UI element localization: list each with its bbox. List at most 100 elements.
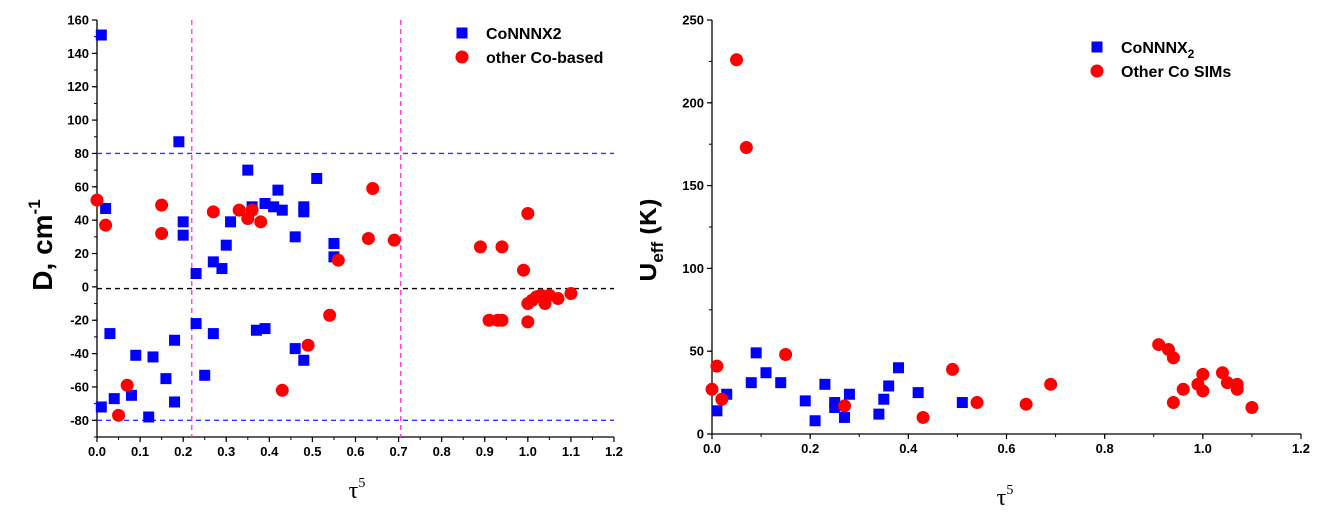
left-point-square xyxy=(298,206,310,218)
left-point-circle xyxy=(112,408,126,422)
left-point-circle xyxy=(99,218,113,232)
left-point-circle xyxy=(517,263,531,277)
right-point-circle xyxy=(838,399,852,413)
left-point-square xyxy=(100,202,112,214)
right-point-circle xyxy=(1166,351,1180,365)
left-x-tick-label: 0.8 xyxy=(433,444,451,459)
right-x-tick-label: 0.2 xyxy=(801,441,819,456)
right-x-tick-label: 0.8 xyxy=(1096,441,1114,456)
left-y-tick-label: 100 xyxy=(67,113,89,128)
right-point-square xyxy=(843,388,855,400)
left-point-circle xyxy=(120,378,134,392)
right-point-square xyxy=(956,397,968,409)
left-point-square xyxy=(130,349,142,361)
right-y-tick-label: 50 xyxy=(690,344,704,359)
left-x-tick-label: 1.1 xyxy=(562,444,580,459)
right-point-square xyxy=(721,388,733,400)
left-point-circle xyxy=(206,205,220,219)
left-legend-square-marker xyxy=(456,27,468,39)
left-point-circle xyxy=(254,215,268,229)
left-point-square xyxy=(268,201,280,213)
left-point-circle xyxy=(323,308,337,322)
left-point-circle xyxy=(564,287,578,301)
right-point-circle xyxy=(1220,376,1234,390)
chart-ueff-vs-tau5: Ueff (K) τ5 0.0 0.2 0.4 0.6 0.8 1.0 1.2 0 50 100 1… xyxy=(640,13,1310,512)
right-point-circle xyxy=(779,348,793,362)
left-point-square xyxy=(298,354,310,366)
left-point-circle xyxy=(361,232,375,246)
right-legend-circle-marker xyxy=(1090,64,1104,78)
left-x-tick-label: 0.0 xyxy=(88,444,106,459)
right-y-tick-label: 0 xyxy=(697,427,704,442)
left-point-square xyxy=(95,401,107,413)
right-point-circle xyxy=(1245,401,1259,415)
left-point-circle xyxy=(387,233,401,247)
left-point-square xyxy=(169,396,181,408)
left-legend-label: other Co-based xyxy=(486,50,603,67)
left-point-square xyxy=(190,318,202,330)
right-point-circle xyxy=(1230,382,1244,396)
left-x-tick-label: 0.7 xyxy=(390,444,408,459)
left-point-circle xyxy=(90,193,104,207)
left-y-tick-label: -20 xyxy=(70,313,89,328)
right-point-square xyxy=(745,377,757,389)
left-point-circle xyxy=(232,203,246,217)
left-point-square xyxy=(259,197,271,209)
left-y-tick-label: 160 xyxy=(67,13,89,28)
left-point-circle xyxy=(155,198,169,212)
left-x-tick-label: 1.2 xyxy=(605,444,623,459)
right-point-square xyxy=(711,405,723,417)
right-legend-label: Other Co SIMs xyxy=(1121,64,1231,81)
left-x-tick-label: 0.1 xyxy=(131,444,149,459)
right-y-tick-label: 250 xyxy=(682,13,704,28)
left-point-square xyxy=(104,328,116,340)
left-y-tick-label: 140 xyxy=(67,46,89,61)
right-point-square xyxy=(893,362,905,374)
right-point-square xyxy=(799,395,811,407)
left-point-square xyxy=(143,411,155,423)
left-point-square xyxy=(207,328,219,340)
left-point-circle xyxy=(245,203,259,217)
right-point-square xyxy=(775,377,787,389)
left-point-square xyxy=(160,373,172,385)
right-x-tick-label: 1.2 xyxy=(1292,441,1310,456)
left-point-square xyxy=(125,389,137,401)
right-point-square xyxy=(883,380,895,392)
right-legend-label: CoNNNX2 xyxy=(1121,40,1195,61)
left-x-tick-label: 1.0 xyxy=(519,444,537,459)
right-point-circle xyxy=(705,382,719,396)
left-point-circle xyxy=(551,292,565,306)
left-x-tick-label: 0.2 xyxy=(174,444,192,459)
right-point-circle xyxy=(970,396,984,410)
right-point-square xyxy=(912,387,924,399)
left-point-circle xyxy=(473,240,487,254)
left-y-tick-label: 120 xyxy=(67,79,89,94)
left-point-square xyxy=(190,268,202,280)
left-point-square xyxy=(173,136,185,148)
right-point-circle xyxy=(946,362,960,376)
left-point-circle xyxy=(301,338,315,352)
left-point-circle xyxy=(495,313,509,327)
left-point-square xyxy=(169,334,181,346)
left-y-axis-title: D, cm-1 xyxy=(25,199,58,290)
right-y-tick-label: 200 xyxy=(682,95,704,110)
left-point-square xyxy=(199,369,211,381)
right-point-square xyxy=(819,378,831,390)
right-x-tick-label: 0.0 xyxy=(703,441,721,456)
right-point-circle xyxy=(1196,384,1210,398)
left-y-tick-label: 60 xyxy=(75,179,89,194)
left-point-square xyxy=(177,229,189,241)
left-point-square xyxy=(242,164,254,176)
left-point-circle xyxy=(275,383,289,397)
left-point-circle xyxy=(331,253,345,267)
right-point-square xyxy=(878,393,890,405)
left-x-tick-label: 0.9 xyxy=(476,444,494,459)
left-point-square xyxy=(216,263,228,275)
right-point-circle xyxy=(730,53,744,67)
right-x-tick-label: 0.6 xyxy=(997,441,1015,456)
left-y-tick-label: 80 xyxy=(75,146,89,161)
left-point-square xyxy=(207,256,219,268)
left-y-tick-label: 0 xyxy=(82,279,89,294)
left-legend-label: CoNNNX2 xyxy=(486,26,562,43)
left-point-square xyxy=(272,184,284,196)
